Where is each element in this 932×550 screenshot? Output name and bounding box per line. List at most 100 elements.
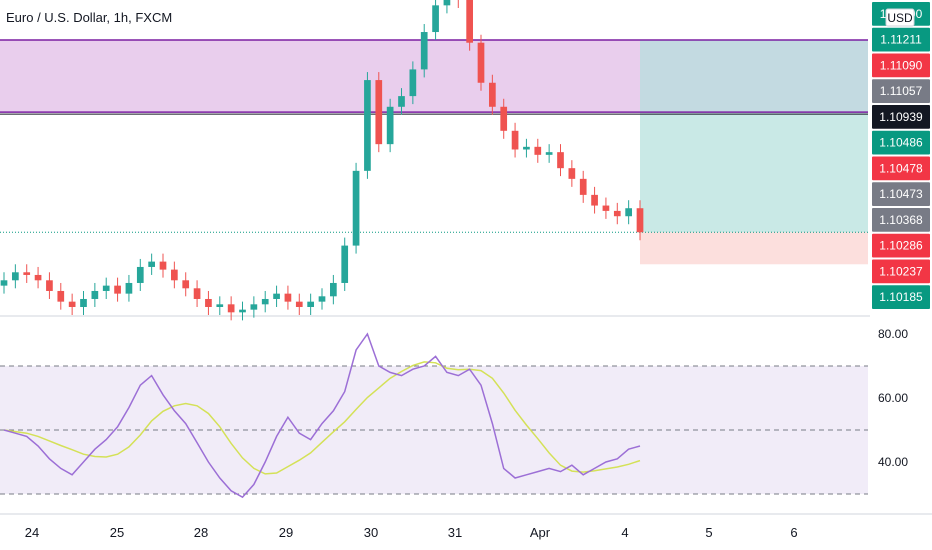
time-tick-label: 30 <box>364 525 378 540</box>
time-tick-label: 29 <box>279 525 293 540</box>
candle <box>182 280 190 289</box>
price-tag-bg <box>872 182 930 206</box>
price-tag-label: 1.10185 <box>879 290 923 304</box>
candle <box>295 301 303 307</box>
candle <box>602 205 610 211</box>
rsi-tick-label: 40.00 <box>878 455 908 469</box>
candle <box>545 152 553 155</box>
candle <box>625 208 632 217</box>
price-tag-bg <box>872 130 930 155</box>
rsi-ma-line <box>3 361 641 475</box>
price-tag-label: 1.10286 <box>879 239 923 253</box>
price-tag-label: 1.11211 <box>880 33 922 47</box>
candle <box>193 288 201 299</box>
price-tag-label: 1.10473 <box>879 187 923 201</box>
candle <box>511 130 519 150</box>
candle <box>216 304 224 307</box>
candle <box>534 146 542 155</box>
candle <box>250 304 258 310</box>
candle <box>352 170 360 246</box>
price-tag-bg <box>872 233 930 258</box>
price-tag: 1.10185 <box>872 285 930 309</box>
candle <box>171 269 178 281</box>
candle <box>318 296 326 302</box>
price-tag-label: 1.10486 <box>879 136 923 150</box>
candle <box>0 280 8 286</box>
candle <box>273 293 280 299</box>
candle <box>557 152 564 169</box>
price-tag-bg <box>872 285 930 309</box>
candle <box>57 290 65 302</box>
chart-title: Euro / U.S. Dollar, 1h, FXCM <box>6 10 173 25</box>
candle <box>568 168 576 179</box>
stop-zone <box>640 232 868 265</box>
candle <box>125 282 133 294</box>
price-tag-label: 1.11057 <box>880 84 923 98</box>
price-tag: 1.10368 <box>872 208 930 232</box>
candle <box>205 298 212 307</box>
candle <box>466 0 473 43</box>
candle <box>159 261 167 270</box>
candle <box>364 80 371 171</box>
price-tag-label: 1.11090 <box>880 58 923 72</box>
candle <box>489 82 496 107</box>
currency-badge[interactable]: USD <box>885 8 915 27</box>
price-tag-bg <box>872 27 930 52</box>
candle <box>613 210 621 217</box>
price-tag-bg <box>872 79 930 103</box>
candle <box>398 96 405 107</box>
candle <box>68 301 76 307</box>
time-tick-label: 24 <box>25 525 39 540</box>
price-tag-label: 1.10237 <box>879 264 923 278</box>
price-tag-label: 1.10478 <box>879 161 923 175</box>
candle <box>102 285 110 291</box>
price-tag: 1.10939 <box>872 105 930 129</box>
candle <box>420 32 428 70</box>
candle <box>80 298 87 307</box>
price-tag: 1.10486 <box>872 130 930 155</box>
price-tag-label: 1.10939 <box>879 110 923 124</box>
candle <box>12 272 19 281</box>
time-tick-label: 31 <box>448 525 462 540</box>
candle <box>409 69 417 97</box>
price-tag-bg <box>872 156 930 181</box>
candle <box>341 245 349 283</box>
time-tick-label: 6 <box>790 525 797 540</box>
candle <box>239 309 246 313</box>
price-tag-bg <box>872 53 930 78</box>
candle <box>375 80 383 145</box>
price-tag: 1.11090 <box>872 53 930 78</box>
time-tick-label: 4 <box>621 525 628 540</box>
time-tick-label: 5 <box>705 525 712 540</box>
candle <box>477 42 485 83</box>
candle <box>443 0 451 6</box>
candle <box>136 266 144 283</box>
price-tag: 1.10473 <box>872 182 930 206</box>
candle <box>261 298 269 305</box>
candle <box>91 290 99 299</box>
candle <box>432 5 439 33</box>
price-tag: 1.10286 <box>872 233 930 258</box>
rsi-tick-label: 80.00 <box>878 327 908 341</box>
time-tick-label: Apr <box>530 525 551 540</box>
price-tag: 1.10237 <box>872 259 930 284</box>
candle <box>307 301 314 307</box>
price-tag: 1.11057 <box>872 79 930 103</box>
candle <box>523 146 530 150</box>
time-tick-label: 25 <box>110 525 124 540</box>
target-zone <box>640 40 868 233</box>
candle <box>114 285 121 294</box>
price-tag-bg <box>872 259 930 284</box>
currency-badge-bg <box>885 8 915 27</box>
candle <box>579 178 587 195</box>
rsi-tick-label: 60.00 <box>878 391 908 405</box>
price-tag: 1.10478 <box>872 156 930 181</box>
candle <box>636 208 644 233</box>
time-tick-label: 28 <box>194 525 208 540</box>
candle <box>591 194 598 206</box>
candle <box>34 274 42 281</box>
candle <box>227 304 235 313</box>
price-tag-bg <box>872 105 930 129</box>
candle <box>386 106 394 145</box>
